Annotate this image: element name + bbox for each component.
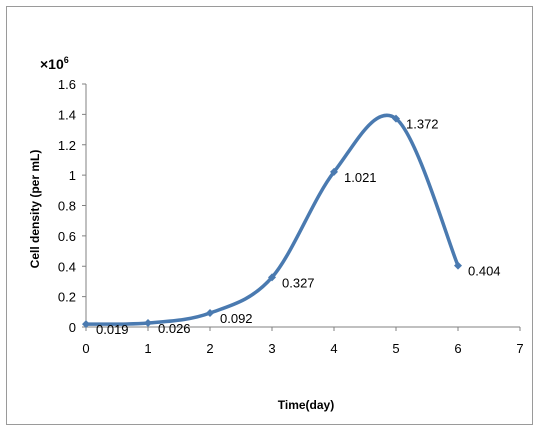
axes: 0 0.2 0.4 0.6 0.8 1 1.2 1.4 1.6 0 1 2 3 4 5 6 7 [58,77,524,356]
x-tick-label: 1 [144,341,151,356]
data-point-marker [454,261,462,270]
y-tick-label: 0.8 [58,199,76,214]
data-label: 0.019 [96,322,129,337]
series-line [85,113,460,326]
data-label: 0.327 [282,275,315,290]
data-label: 0.026 [158,321,191,336]
series [82,113,462,329]
y-tick-label: 1 [69,168,76,183]
axis-multiplier: ×106 [40,55,69,72]
x-tick-label: 3 [268,341,275,356]
data-point-marker [268,273,276,282]
y-axis-title: Cell density (per mL) [28,150,42,269]
data-point-marker [330,167,338,176]
data-label: 0.092 [220,311,253,326]
y-tick-label: 0.2 [58,290,76,305]
y-tick-label: 1.2 [58,138,76,153]
x-tick-label: 6 [454,341,461,356]
data-label: 1.372 [406,117,439,132]
y-tick-label: 0 [69,320,76,335]
x-tick-label: 0 [82,341,89,356]
data-point-marker [206,309,214,318]
data-point-marker [392,114,400,123]
data-point-marker [144,319,152,328]
x-tick-label: 7 [516,341,523,356]
y-tick-label: 1.6 [58,77,76,92]
multiplier-prefix: ×10 [40,56,64,72]
multiplier-exponent: 6 [64,55,69,65]
y-tick-label: 0.4 [58,259,76,274]
x-tick-label: 2 [206,341,213,356]
data-label: 0.404 [468,264,501,279]
x-axis-title: Time(day) [278,398,334,412]
chart-frame [6,6,533,425]
y-tick-label: 1.4 [58,107,76,122]
data-point-marker [82,320,90,329]
data-label: 1.021 [344,170,377,185]
x-tick-label: 5 [392,341,399,356]
x-tick-label: 4 [330,341,337,356]
data-labels: 0.019 0.026 0.092 0.327 1.021 1.372 0.404 [96,117,501,337]
y-tick-label: 0.6 [58,229,76,244]
